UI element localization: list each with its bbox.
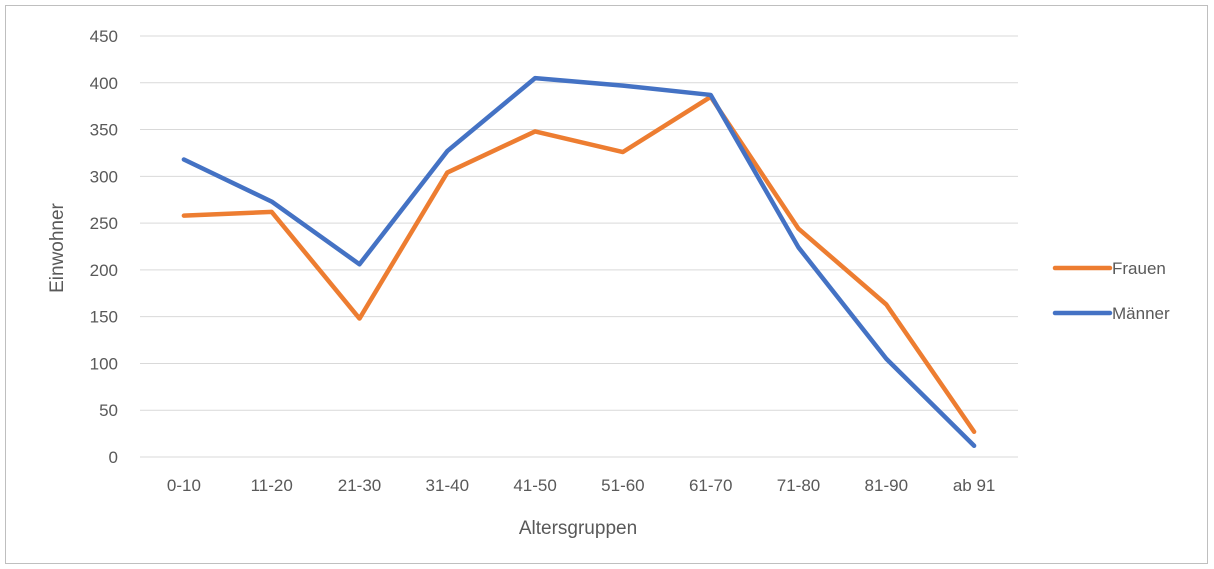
y-tick-label: 200 xyxy=(90,261,118,280)
y-tick-label: 300 xyxy=(90,167,118,186)
series-lines xyxy=(181,75,977,449)
legend-label: Frauen xyxy=(1112,259,1166,278)
y-tick-label: 100 xyxy=(90,354,118,373)
legend-label: Männer xyxy=(1112,304,1170,323)
x-tick-label: ab 91 xyxy=(953,476,996,495)
y-axis-ticks: 0 50 100 150 200 250 300 350 400 450 xyxy=(90,27,118,467)
x-axis-ticks: 0-10 11-20 21-30 31-40 41-50 51-60 61-70 71-80 8… xyxy=(167,476,995,495)
x-tick-label: 11-20 xyxy=(251,476,293,495)
y-tick-label: 150 xyxy=(90,308,118,327)
y-axis-title: Einwohner xyxy=(47,202,68,292)
x-tick-label: 41-50 xyxy=(513,476,556,495)
x-axis-title: Altersgruppen xyxy=(519,518,637,539)
chart-frame xyxy=(5,5,1208,564)
x-tick-label: 61-70 xyxy=(689,476,732,495)
series-line-m-nner xyxy=(181,75,977,449)
y-tick-label: 350 xyxy=(90,121,118,140)
y-tick-label: 450 xyxy=(90,27,118,46)
y-tick-label: 400 xyxy=(90,74,118,93)
x-tick-label: 31-40 xyxy=(426,476,469,495)
y-tick-label: 50 xyxy=(99,401,118,420)
x-tick-label: 21-30 xyxy=(338,476,381,495)
legend: Frauen Männer xyxy=(1052,259,1170,323)
x-tick-label: 81-90 xyxy=(865,476,908,495)
y-tick-label: 0 xyxy=(109,448,118,467)
x-tick-label: 51-60 xyxy=(601,476,644,495)
x-tick-label: 0-10 xyxy=(167,476,201,495)
series-line-frauen xyxy=(181,94,977,434)
x-tick-label: 71-80 xyxy=(777,476,820,495)
gridlines xyxy=(140,35,1018,458)
y-tick-label: 250 xyxy=(90,214,118,233)
